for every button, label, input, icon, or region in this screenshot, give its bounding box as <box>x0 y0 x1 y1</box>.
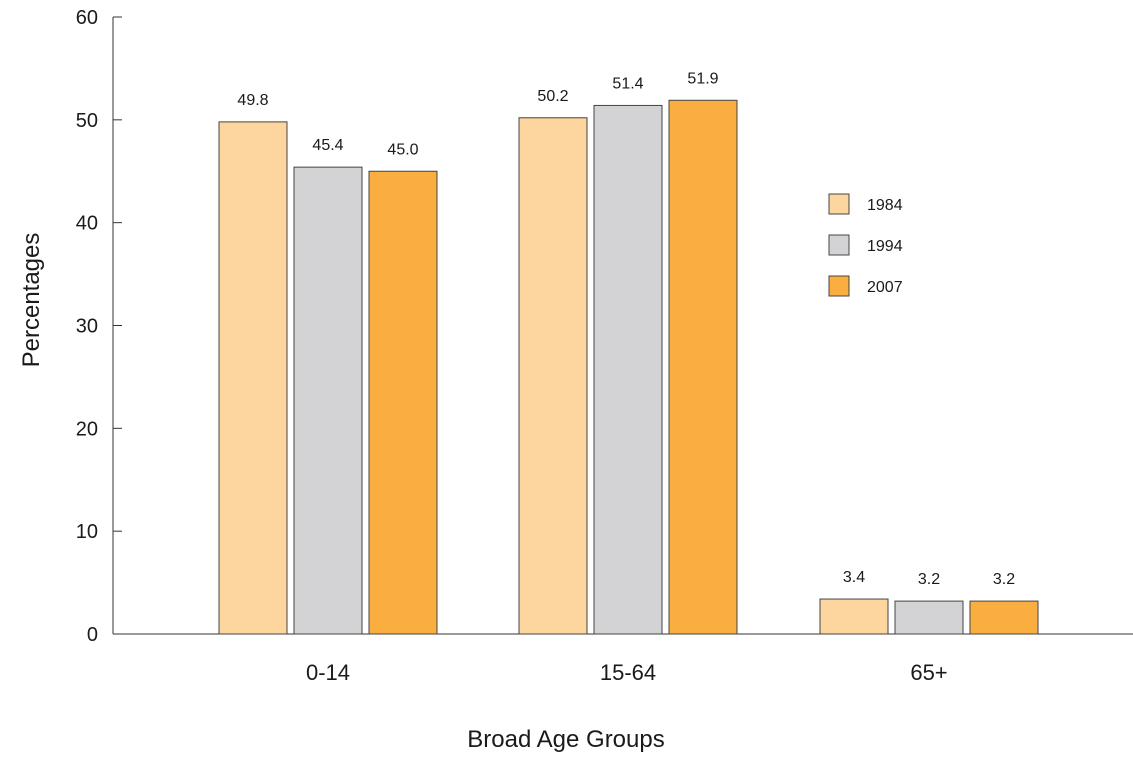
bar-data-label: 45.0 <box>387 141 418 158</box>
bar-1984-65+ <box>819 598 889 635</box>
x-category-label: 65+ <box>910 660 947 685</box>
y-tick-label: 40 <box>76 213 98 235</box>
legend: 1984 1994 2007 <box>828 193 903 297</box>
bar-1994-65+ <box>894 600 964 635</box>
y-axis-title: Percentages <box>18 233 45 368</box>
bar-1984-0-14 <box>218 121 288 635</box>
legend-swatch-2007 <box>828 275 850 297</box>
bar-data-label: 50.2 <box>537 88 568 105</box>
y-tick-label: 20 <box>76 418 98 440</box>
bars: 49.8 50.2 3.4 45.4 51.4 3.2 45.0 51.9 3.2 <box>218 70 1039 635</box>
x-category-label: 15-64 <box>600 660 656 685</box>
y-tick-label: 60 <box>76 7 98 29</box>
legend-swatch-1984 <box>828 193 850 215</box>
y-tick-label: 0 <box>87 624 98 646</box>
bar-1994-0-14 <box>293 166 363 635</box>
bar-data-label: 3.4 <box>843 569 865 586</box>
bar-data-label: 3.2 <box>918 571 940 588</box>
bar-data-label: 51.4 <box>612 75 643 92</box>
legend-label: 1984 <box>867 197 903 214</box>
y-tick-label: 50 <box>76 110 98 132</box>
bar-2007-15-64 <box>668 99 738 635</box>
bar-1984-15-64 <box>518 117 588 635</box>
bar-2007-0-14 <box>368 170 438 635</box>
x-category-label: 0-14 <box>306 660 350 685</box>
x-axis-title: Broad Age Groups <box>467 726 664 753</box>
bar-2007-65+ <box>969 600 1039 635</box>
x-axis: 0-14 15-64 65+ <box>306 660 948 685</box>
legend-label: 1994 <box>867 238 903 255</box>
bar-data-label: 45.4 <box>312 137 343 154</box>
bar-data-label: 51.9 <box>687 70 718 87</box>
bar-data-label: 3.2 <box>993 571 1015 588</box>
y-tick-label: 10 <box>76 521 98 543</box>
legend-label: 2007 <box>867 279 903 296</box>
bar-data-label: 49.8 <box>237 92 268 109</box>
legend-swatch-1994 <box>828 234 850 256</box>
bar-1994-15-64 <box>593 104 663 635</box>
y-tick-label: 30 <box>76 316 98 338</box>
